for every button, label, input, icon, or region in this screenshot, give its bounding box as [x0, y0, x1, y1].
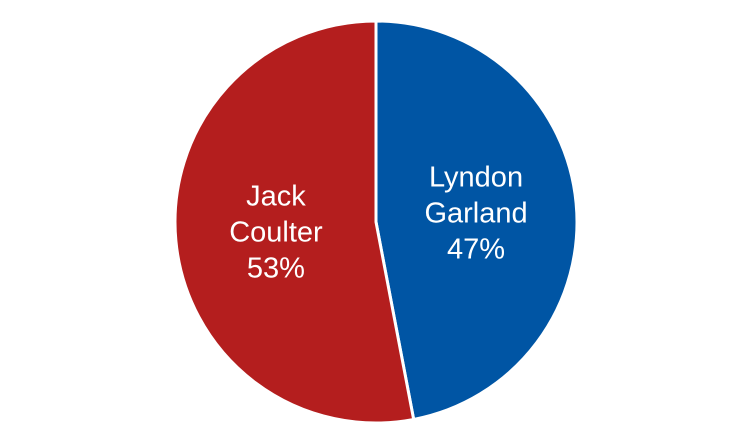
- pie-name-label: Jack: [246, 180, 306, 212]
- pie-name-label: Lyndon: [429, 162, 523, 194]
- pie-value-label: 47%: [447, 234, 505, 266]
- pie-name-label: Garland: [424, 198, 527, 230]
- pie-slice-lyndon-garland: [374, 19, 579, 421]
- pie-label-lyndon-garland: Lyndon Garland 47%: [424, 162, 527, 266]
- pie-name-label: Coulter: [229, 216, 323, 248]
- pie-slice-jack-coulter: [173, 19, 416, 425]
- pie-value-label: 53%: [247, 252, 305, 284]
- pie-label-jack-coulter: Jack Coulter 53%: [229, 180, 323, 284]
